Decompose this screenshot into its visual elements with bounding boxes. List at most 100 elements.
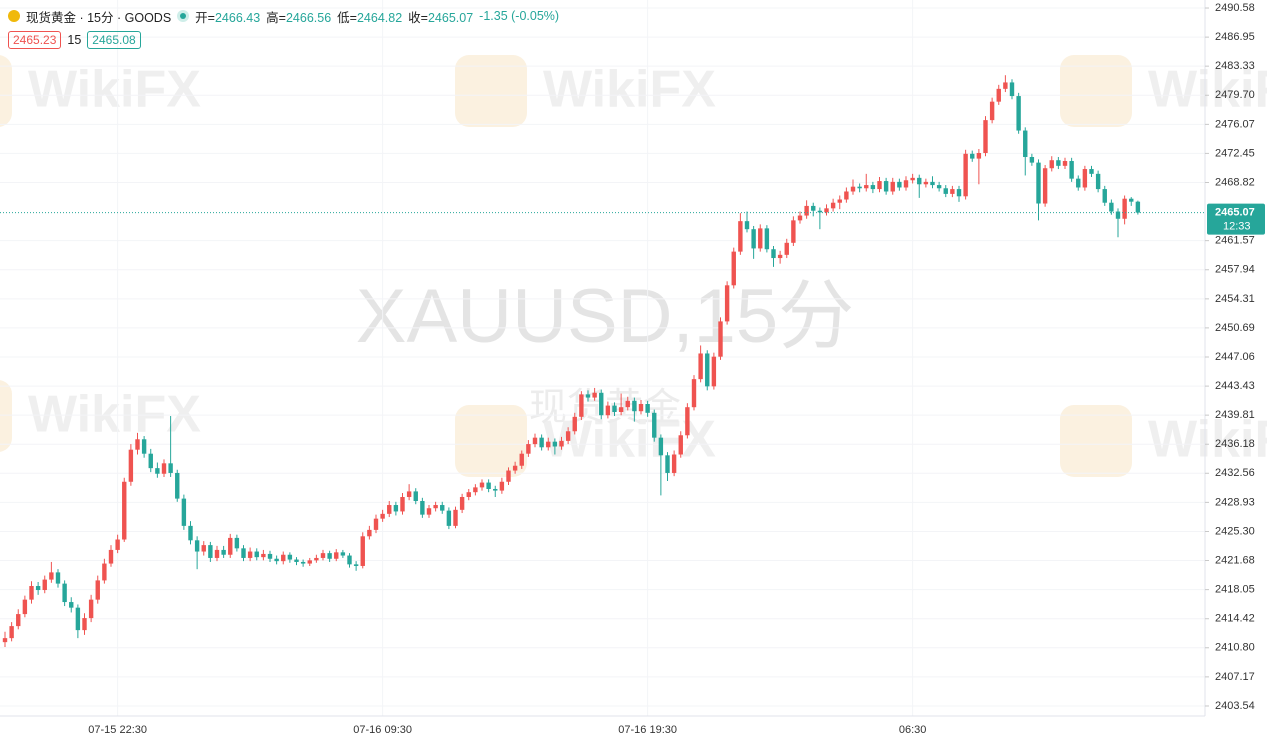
candle-body	[69, 602, 74, 608]
candle-body	[194, 540, 200, 552]
candle-body	[824, 208, 829, 213]
candle-body	[334, 552, 339, 559]
candle-body	[82, 618, 87, 631]
watermarks: WikiFXWikiFXWikiFXWikiFXWikiFXWikiFX	[0, 55, 1267, 477]
symbol: 现货黄金 · 15分 · GOODS	[26, 10, 172, 25]
y-tick-label: 2428.93	[1215, 496, 1255, 508]
y-tick-label: 2472.45	[1215, 147, 1255, 159]
candle-body	[837, 199, 842, 203]
candle-body	[1009, 82, 1015, 97]
candle-body	[2, 638, 8, 643]
candle-body	[572, 416, 577, 432]
y-tick-label: 2486.95	[1215, 31, 1255, 43]
candle-body	[691, 379, 697, 408]
candle-body	[1115, 211, 1121, 219]
brand-logo	[455, 405, 527, 477]
symbol-icon	[8, 10, 20, 22]
candle-body	[791, 220, 796, 243]
candle-body	[387, 505, 392, 514]
candle-body	[771, 249, 776, 259]
candle-body	[340, 552, 346, 556]
candle-body	[42, 579, 47, 591]
candle-body	[55, 572, 61, 584]
candle-body	[446, 510, 452, 526]
candle-body	[751, 229, 756, 249]
candle-body	[373, 518, 379, 530]
candle-body	[512, 465, 518, 471]
candle-body	[996, 88, 1001, 102]
candle-body	[612, 405, 617, 413]
y-tick-label: 2468.82	[1215, 176, 1255, 188]
candle-body	[214, 549, 220, 558]
y-tick-label: 2421.68	[1215, 554, 1255, 566]
candle-body	[360, 536, 365, 566]
candle-body	[830, 202, 836, 209]
candle-body	[546, 441, 551, 448]
candle-body	[1036, 162, 1041, 204]
candle-body	[347, 555, 352, 565]
candle-body	[565, 431, 571, 441]
y-tick-label: 2447.06	[1215, 351, 1255, 363]
x-tick-label: 07-16 09:30	[353, 724, 412, 736]
candle-body	[671, 454, 677, 473]
candle-body	[698, 353, 703, 380]
brand-watermark: WikiFX	[1148, 61, 1267, 119]
candle-body	[1089, 169, 1094, 174]
header-row: 现货黄金 · 15分 · GOODS 开=2466.43 高=2466.56 低…	[8, 6, 559, 26]
low-label: 低=	[337, 10, 357, 25]
last-price-box	[1207, 203, 1265, 235]
candle-body	[493, 488, 498, 491]
candle-body	[1095, 173, 1101, 190]
ask[interactable]: 2465.08	[87, 31, 141, 49]
candle-body	[221, 549, 226, 555]
candle-body	[426, 508, 432, 515]
candle-body	[552, 441, 558, 447]
candle-body	[261, 553, 266, 558]
candle-body	[632, 400, 637, 412]
bid[interactable]: 2465.23	[8, 31, 62, 49]
candle-body	[738, 221, 743, 252]
candle-body	[433, 505, 438, 509]
candle-body	[532, 437, 538, 445]
y-tick-label: 2457.94	[1215, 264, 1255, 276]
candle-body	[943, 188, 948, 194]
candle-body	[267, 553, 273, 559]
candle-body	[989, 101, 995, 121]
candle-body	[519, 453, 524, 466]
y-tick-label: 2418.05	[1215, 584, 1255, 596]
brand-logo	[455, 55, 527, 127]
candle-body	[1042, 168, 1048, 204]
candle-body	[1003, 82, 1008, 89]
candle-body	[473, 487, 478, 493]
candle-body	[817, 210, 823, 213]
candle-body	[797, 215, 803, 221]
candle-body	[287, 554, 293, 560]
y-tick-label: 2476.07	[1215, 118, 1255, 130]
candle-body	[16, 614, 21, 627]
candle-body	[983, 120, 988, 153]
candle-body	[453, 509, 458, 526]
candle-body	[181, 498, 187, 526]
candle-body	[29, 586, 34, 600]
candle-body	[526, 444, 531, 454]
y-tick-label: 2414.42	[1215, 613, 1255, 625]
candle-body	[281, 554, 286, 562]
y-tick-label: 2443.43	[1215, 380, 1255, 392]
candle-body	[1129, 198, 1134, 202]
candle-body	[850, 186, 856, 192]
candle-body	[910, 177, 915, 181]
candle-body	[777, 254, 783, 259]
candle-body	[956, 189, 962, 197]
brand-logo	[0, 55, 12, 127]
candle-body	[155, 468, 160, 474]
candle-body	[208, 545, 213, 558]
candle-body	[678, 435, 683, 455]
candle-body	[188, 525, 193, 541]
candle-body	[638, 403, 644, 412]
candle-body	[75, 607, 81, 631]
candle-body	[592, 392, 597, 398]
candle-body	[864, 185, 869, 189]
candle-body	[618, 407, 624, 413]
candle-body	[804, 205, 809, 216]
